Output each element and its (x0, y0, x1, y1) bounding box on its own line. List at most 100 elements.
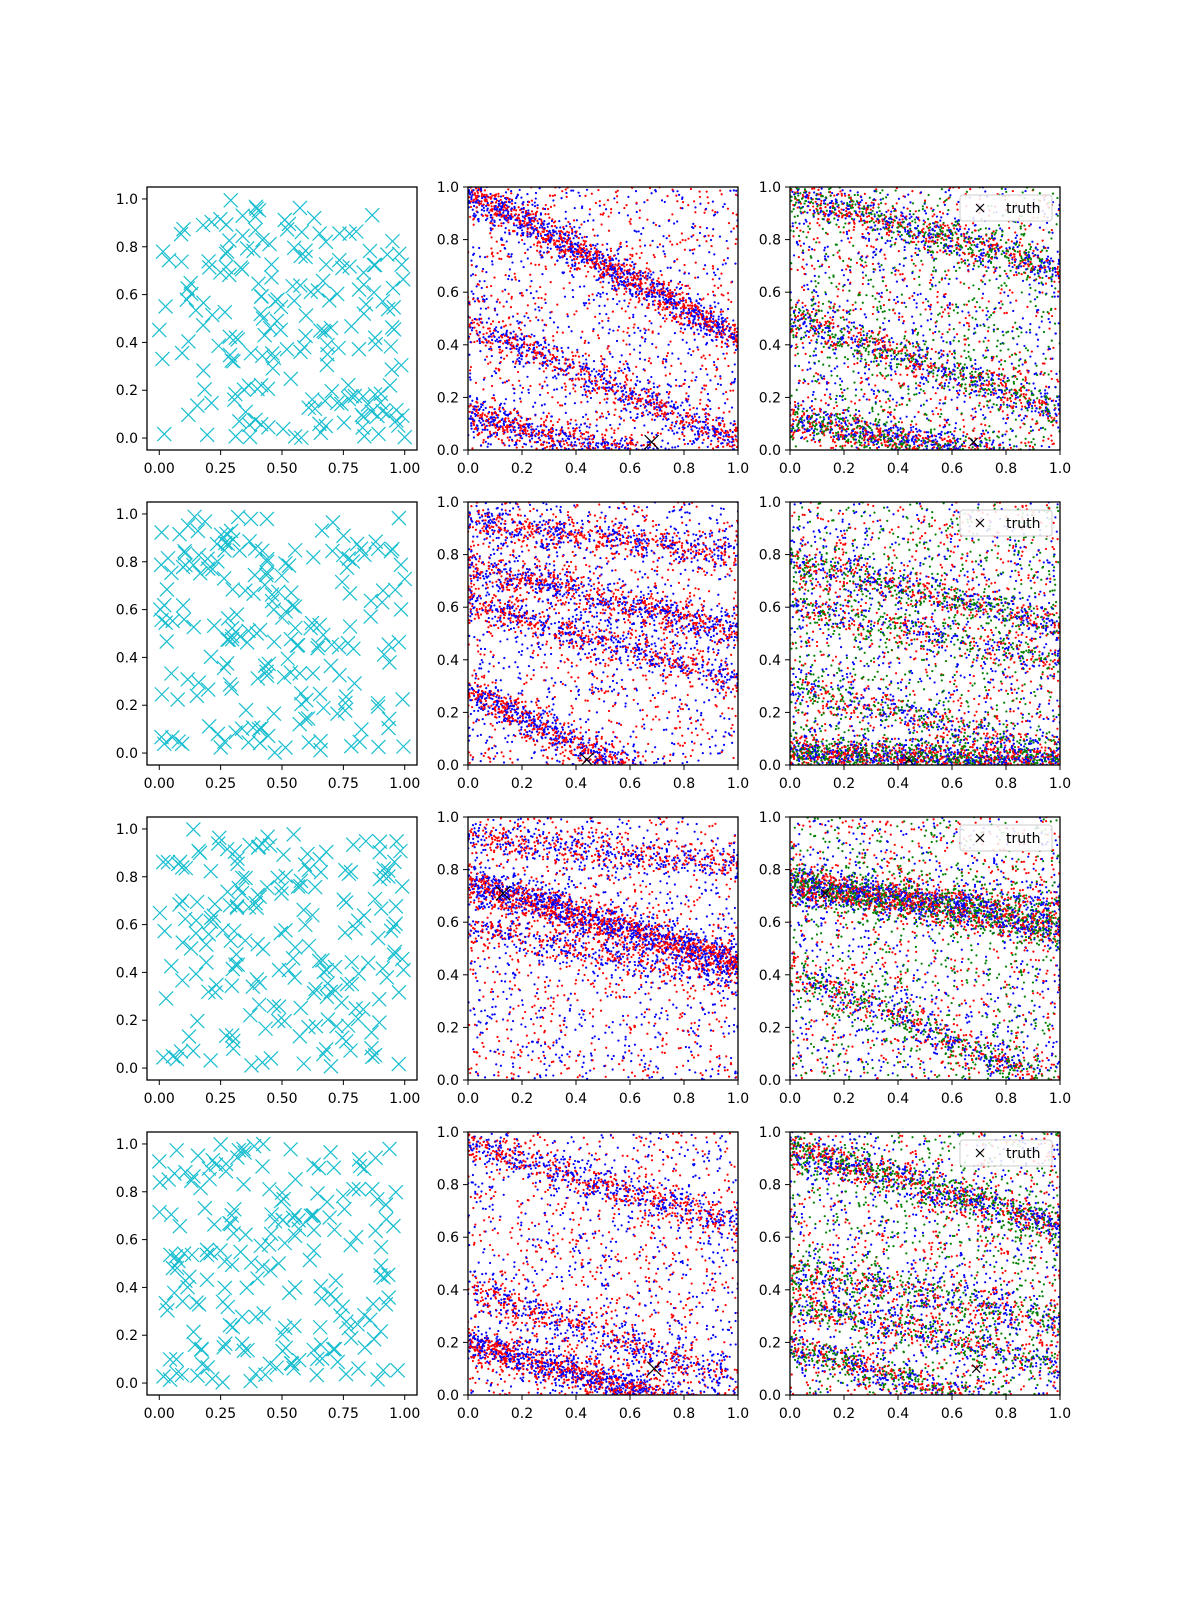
scatter-point (1047, 345, 1050, 348)
scatter-point (726, 324, 729, 328)
scatter-point (689, 304, 692, 307)
scatter-point (694, 308, 698, 312)
scatter-point (534, 236, 538, 239)
scatter-point (713, 253, 716, 256)
scatter-point (698, 231, 702, 235)
scatter-point (689, 321, 692, 324)
scatter-point (645, 290, 648, 294)
scatter-point (508, 444, 511, 447)
scatter-point (654, 223, 658, 226)
scatter-point (553, 345, 556, 348)
scatter-point (634, 306, 637, 309)
scatter-point (493, 397, 496, 400)
scatter-point (603, 304, 606, 307)
scatter-point (639, 404, 642, 408)
scatter-point (628, 271, 631, 275)
scatter-point (658, 384, 661, 387)
scatter-point (851, 303, 854, 306)
scatter-point (1028, 431, 1031, 435)
scatter-point (822, 213, 825, 216)
scatter-point (548, 216, 551, 219)
scatter-point (638, 286, 641, 289)
scatter-point (491, 413, 494, 416)
scatter-point (651, 300, 655, 303)
scatter-point (585, 235, 588, 239)
scatter-point (910, 255, 913, 258)
scatter-point (490, 236, 493, 239)
scatter-point (564, 369, 568, 372)
scatter-point (589, 250, 592, 253)
scatter-point (601, 436, 604, 439)
scatter-point (540, 220, 543, 223)
scatter-point (647, 388, 650, 392)
scatter-point (472, 436, 476, 439)
scatter-point (640, 232, 643, 235)
scatter-point (684, 299, 688, 302)
scatter-point (609, 423, 612, 427)
scatter-point (489, 221, 492, 224)
x-marker (386, 299, 402, 315)
scatter-point (492, 394, 495, 397)
scatter-point (612, 440, 615, 443)
scatter-point (508, 232, 511, 236)
x-tick-label: 0.50 (266, 461, 297, 477)
scatter-point (509, 423, 512, 427)
scatter-point (623, 273, 626, 276)
scatter-point (585, 358, 588, 361)
x-marker (386, 321, 402, 337)
scatter-point (729, 334, 732, 337)
scatter-point (648, 357, 651, 360)
scatter-point (518, 188, 521, 192)
x-marker (255, 311, 271, 326)
scatter-point (572, 387, 575, 390)
scatter-point (480, 424, 484, 427)
scatter-point (621, 399, 625, 402)
scatter-point (671, 213, 674, 216)
scatter-point (811, 380, 814, 383)
scatter-point (790, 318, 793, 321)
scatter-point (578, 442, 581, 445)
scatter-point (541, 362, 544, 365)
y-tick-label: 1.0 (116, 192, 138, 208)
scatter-point (698, 297, 702, 301)
scatter-point (563, 446, 566, 450)
scatter-point (643, 327, 646, 330)
scatter-point (934, 235, 937, 239)
scatter-point (560, 427, 563, 431)
scatter-point (1031, 429, 1035, 432)
scatter-point (472, 321, 476, 324)
x-marker (306, 210, 322, 226)
scatter-point (561, 437, 564, 441)
scatter-point (716, 326, 719, 329)
scatter-point (480, 417, 483, 420)
scatter-point (599, 281, 602, 284)
scatter-point (872, 206, 875, 209)
scatter-point (548, 194, 552, 197)
scatter-point (722, 352, 725, 355)
scatter-point (476, 427, 480, 430)
scatter-point (482, 203, 485, 206)
scatter-point (616, 189, 619, 192)
x-marker (312, 416, 327, 432)
scatter-point (535, 428, 538, 431)
scatter-point (532, 361, 535, 364)
scatter-point (629, 257, 632, 260)
scatter-point (691, 417, 695, 420)
x-marker (277, 212, 293, 228)
scatter-point (489, 361, 492, 364)
scatter-point (526, 222, 529, 225)
scatter-point (605, 368, 609, 371)
scatter-point (651, 295, 655, 298)
scatter-point (697, 302, 700, 305)
scatter-point (686, 316, 689, 319)
scatter-point (616, 389, 619, 392)
scatter-point (535, 228, 538, 232)
scatter-point (617, 427, 620, 430)
scatter-point (687, 319, 690, 322)
scatter-point (635, 201, 638, 204)
scatter-point (559, 369, 563, 372)
scatter-point (503, 381, 507, 384)
scatter-point (572, 237, 575, 240)
scatter-point (550, 219, 554, 223)
scatter-point (697, 348, 700, 351)
